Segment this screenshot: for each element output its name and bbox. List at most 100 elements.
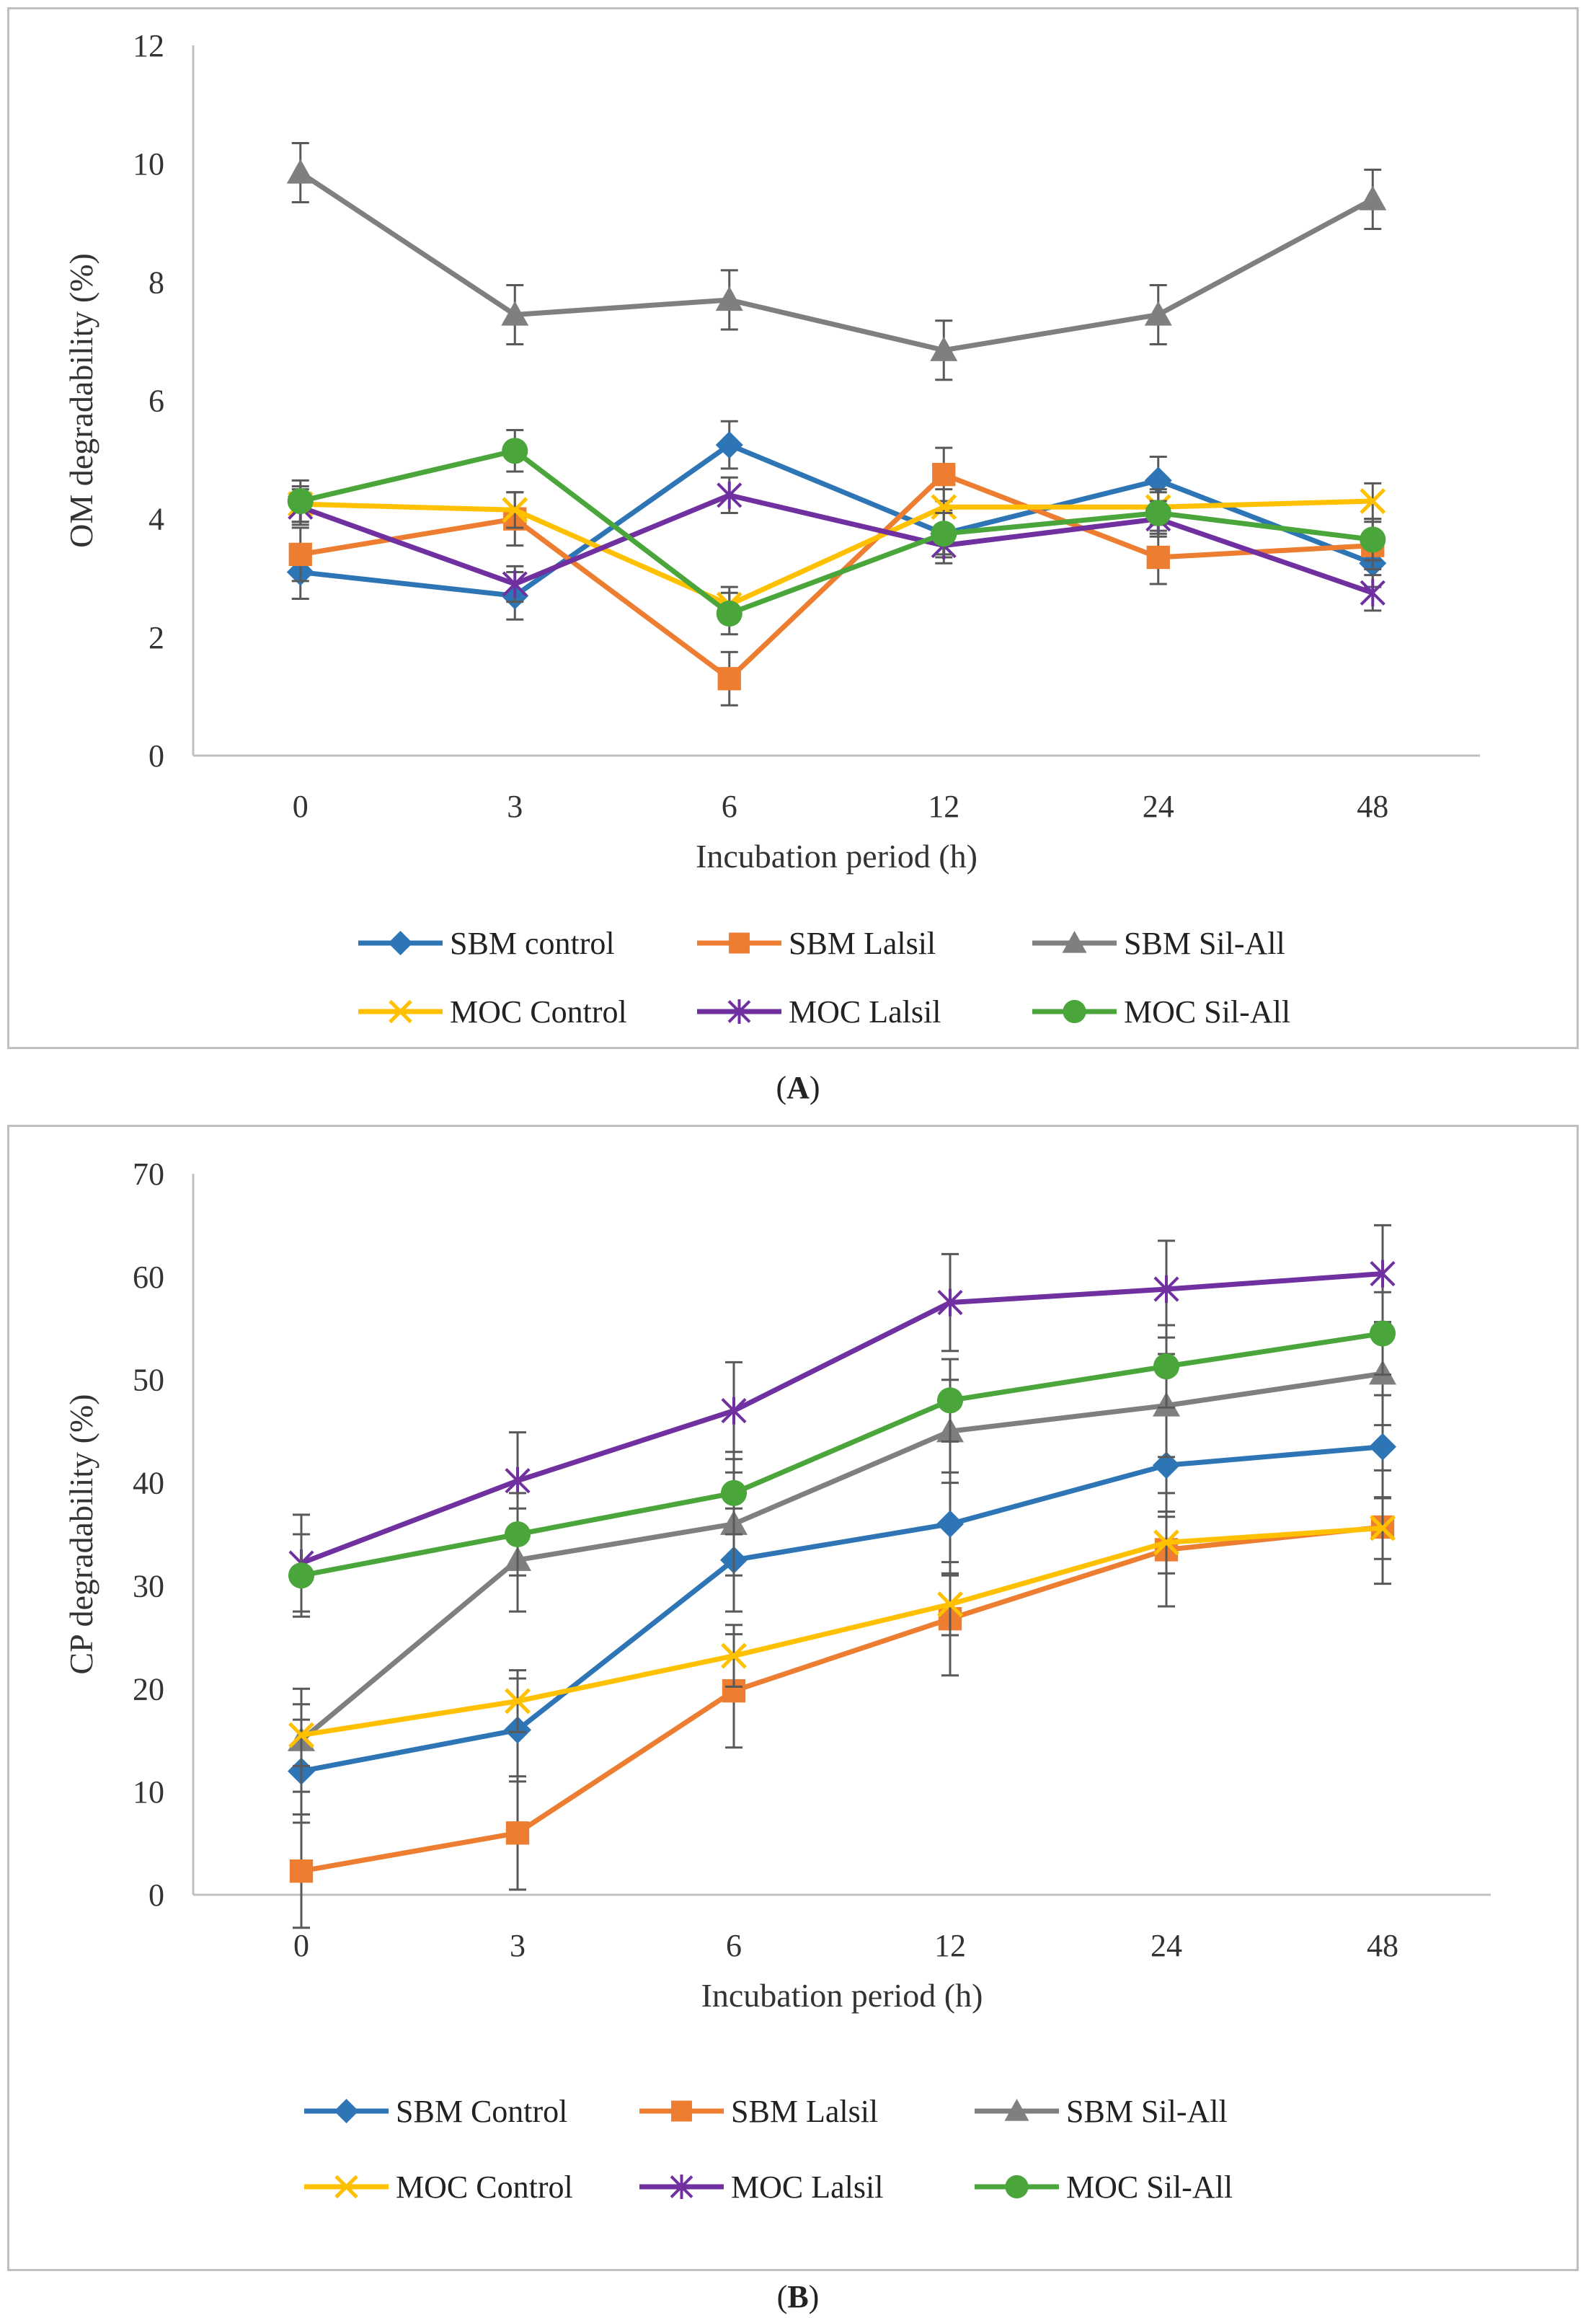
x-tick-label: 24 [1143,789,1174,824]
legend-swatch [697,932,781,954]
series-line [301,1525,1383,1738]
y-tick-label: 12 [133,28,164,63]
series-line [299,448,1373,616]
series-line [300,1271,1383,1566]
data-point [502,497,528,523]
x-tick-label: 48 [1367,1928,1398,1963]
data-point [937,1288,963,1317]
series-line [298,170,1374,353]
data-point [1146,545,1170,570]
series-moc-lalsil [288,476,1386,612]
data-point [1369,1433,1396,1461]
legend-label: SBM Lalsil [731,2093,879,2129]
data-point [288,1562,315,1589]
data-point [1360,579,1386,607]
legend-item-sbm-lalsil: SBM Lalsil [637,2089,878,2133]
data-point [1360,488,1386,514]
series-line [301,1524,1383,1874]
data-point [936,1510,964,1538]
axes: 0 10 20 30 40 50 60 70 0 3 6 12 24 48 Incubation perio… [63,1156,1491,2014]
data-point [1369,1320,1396,1347]
data-point [501,301,529,326]
legend-label: SBM control [450,925,615,961]
legend-label: SBM Lalsil [789,925,936,961]
data-point [1144,466,1172,495]
legend-item-moc-control: MOC Control [301,2165,573,2208]
chart-b-svg: 0 10 20 30 40 50 60 70 0 3 6 12 24 48 Incubation perio… [63,1156,1491,2014]
x-tick-label: 0 [293,1928,309,1963]
x-tick-label: 12 [928,789,959,824]
legend-swatch [1032,999,1117,1024]
legend-label: MOC Lalsil [789,994,941,1030]
legend-label: SBM Control [396,2093,568,2129]
legend-swatch [975,2099,1059,2121]
series-sbm-control [288,1394,1396,1824]
data-point [715,286,743,311]
panel-label-b: (B) [776,2279,820,2314]
data-point [931,494,957,521]
series-sbm-sil-all [286,141,1387,381]
series-moc-control [288,1496,1396,1767]
y-tick-label: 10 [133,1774,164,1810]
series-line [299,1371,1383,1743]
x-tick-label: 3 [507,789,523,824]
data-point [502,438,528,464]
legend-label: SBM Sil-All [1066,2093,1228,2129]
y-tick-label: 60 [133,1260,164,1295]
y-tick-label: 30 [133,1568,164,1603]
legend-item-sbm-control: SBM Control [301,2089,567,2133]
series-moc-sil-all [287,429,1386,636]
data-point [1153,1275,1179,1303]
legend-label: SBM Sil-All [1124,925,1285,961]
y-axis-title: CP degradability (%) [63,1394,99,1674]
data-point [716,600,742,627]
data-point [721,1642,747,1669]
legend-item-moc-lalsil: MOC Lalsil [637,2165,883,2208]
data-point [715,431,743,459]
x-tick-label: 3 [510,1928,526,1963]
data-point [289,1859,314,1883]
data-point [721,1397,747,1425]
legend-swatch [639,2100,724,2122]
legend-swatch [304,2175,389,2199]
legend-label: MOC Control [396,2169,573,2205]
legend-item-sbm-sil-all: SBM Sil-All [1029,921,1285,965]
data-point [720,1479,748,1506]
legend-label: MOC Control [450,994,627,1030]
legend-swatch [358,931,443,955]
x-tick-label: 24 [1151,1928,1182,1963]
series-line [300,442,1374,598]
data-point [287,487,314,515]
x-tick-label: 48 [1357,789,1388,824]
data-point [1153,1529,1179,1556]
data-point [937,1591,963,1618]
x-tick-label: 6 [722,789,737,824]
data-point [1144,301,1172,326]
y-tick-label: 50 [133,1363,164,1398]
data-point [505,1821,530,1845]
legend-item-moc-sil-all: MOC Sil-All [1029,990,1290,1033]
data-point [1153,1353,1180,1380]
y-tick-label: 4 [148,502,164,537]
data-point [505,1467,531,1495]
legend-item-moc-sil-all: MOC Sil-All [972,2165,1233,2208]
series-sbm-lalsil [288,446,1385,707]
data-point [936,1387,964,1414]
legend-swatch [697,999,781,1024]
series-line [300,498,1373,608]
legend-label: MOC Lalsil [731,2169,884,2205]
data-point [931,521,957,547]
y-tick-label: 70 [133,1156,164,1192]
legend-label: MOC Sil-All [1066,2169,1233,2205]
data-point [1370,1515,1396,1541]
data-point [288,1722,314,1748]
legend-swatch [358,999,443,1024]
data-point [1145,500,1171,526]
legend-item-sbm-control: SBM control [355,921,615,965]
legend-item-moc-control: MOC Control [355,990,627,1033]
x-tick-label: 0 [293,789,309,824]
data-point [1359,185,1387,211]
series-moc-sil-all [288,1291,1396,1618]
